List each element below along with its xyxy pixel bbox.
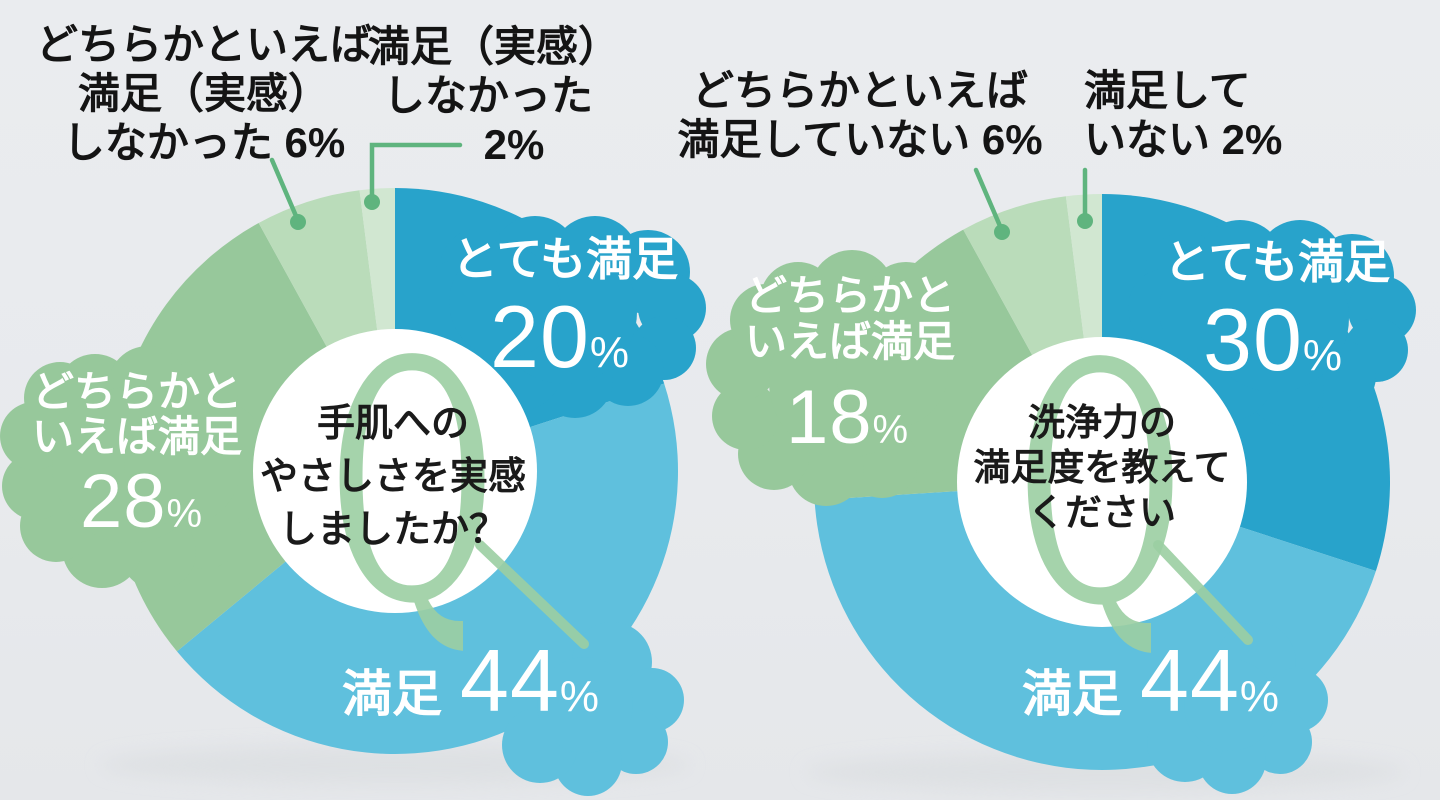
label-line-1: どちらかと xyxy=(745,272,956,319)
label-text: 満足 xyxy=(342,666,442,722)
callout-label-right-rather-unsatisfied: どちらかといえば 満足していない 6% xyxy=(660,66,1060,164)
segment-label-very-satisfied: とても満足 xyxy=(451,233,679,285)
label-line-2: いえば満足 xyxy=(745,318,956,365)
callout-line-1: 満足（実感） xyxy=(368,23,621,70)
value-digits: 28 xyxy=(80,459,167,544)
callout-line-1: どちらかといえば xyxy=(691,67,1028,114)
percent-sign: % xyxy=(1239,672,1280,721)
question-line-1: 手肌への xyxy=(316,403,469,445)
segment-label-rather-satisfied: どちらかと いえば満足 xyxy=(745,273,955,365)
callout-line-1: 満足して xyxy=(1084,67,1251,114)
segment-label-rather-satisfied: どちらかと いえば満足 xyxy=(32,369,242,459)
percent-sign: % xyxy=(1302,331,1343,380)
callout-line-2: いない 2% xyxy=(1084,116,1283,163)
value-digits: 44 xyxy=(460,631,560,730)
question-line-3: ください xyxy=(1028,492,1176,533)
center-question-right: 洗浄力の 満足度を教えて ください xyxy=(952,400,1252,535)
percent-sign: % xyxy=(872,408,909,452)
percent-sign: % xyxy=(166,492,203,536)
question-line-3: しましたか？ xyxy=(278,509,507,551)
q-mark: Q xyxy=(328,292,496,677)
center-question-left: 手肌への やさしさを実感 しましたか？ xyxy=(243,398,543,557)
value-digits: 44 xyxy=(1140,631,1240,730)
segment-value-very-satisfied: 30% xyxy=(1203,296,1342,384)
segment-value-rather-satisfied: 28% xyxy=(80,464,202,540)
label-line-2: いえば満足 xyxy=(32,413,243,460)
callout-line-2: 満足していない 6% xyxy=(677,116,1043,163)
callout-line-1: どちらかといえば xyxy=(35,21,372,68)
segment-label-very-satisfied: とても満足 xyxy=(1163,236,1391,288)
value-digits: 30 xyxy=(1203,290,1303,389)
question-line-2: 満足度を教えて xyxy=(973,447,1231,488)
question-line-1: 洗浄力の xyxy=(1028,402,1176,443)
value-digits: 18 xyxy=(786,375,873,460)
label-text: 満足 xyxy=(1022,666,1122,722)
callout-label-right-unsatisfied: 満足して いない 2% xyxy=(1084,66,1304,164)
question-line-2: やさしさを実感 xyxy=(259,456,526,498)
percent-sign: % xyxy=(559,672,600,721)
callout-line-3: しなかった 6% xyxy=(62,119,346,166)
q-mark: Q xyxy=(1016,294,1184,679)
segment-value-rather-satisfied: 18% xyxy=(786,380,908,456)
label-line-1: どちらかと xyxy=(32,368,243,415)
segment-label-satisfied: 満足 44% xyxy=(1022,630,1279,732)
value-digits: 20 xyxy=(490,287,590,386)
callout-label-left-rather-unsatisfied: どちらかといえば 満足（実感） しなかった 6% xyxy=(24,20,384,167)
percent-sign: % xyxy=(589,328,630,377)
callout-line-2: 満足（実感） xyxy=(77,70,330,117)
callout-line-3: 2% xyxy=(483,121,545,168)
callout-line-2: しなかった xyxy=(382,72,593,119)
callout-label-left-unsatisfied: 満足（実感） しなかった 2% xyxy=(368,22,621,169)
segment-value-very-satisfied: 20% xyxy=(490,293,629,381)
segment-label-satisfied: 満足 44% xyxy=(342,630,599,732)
